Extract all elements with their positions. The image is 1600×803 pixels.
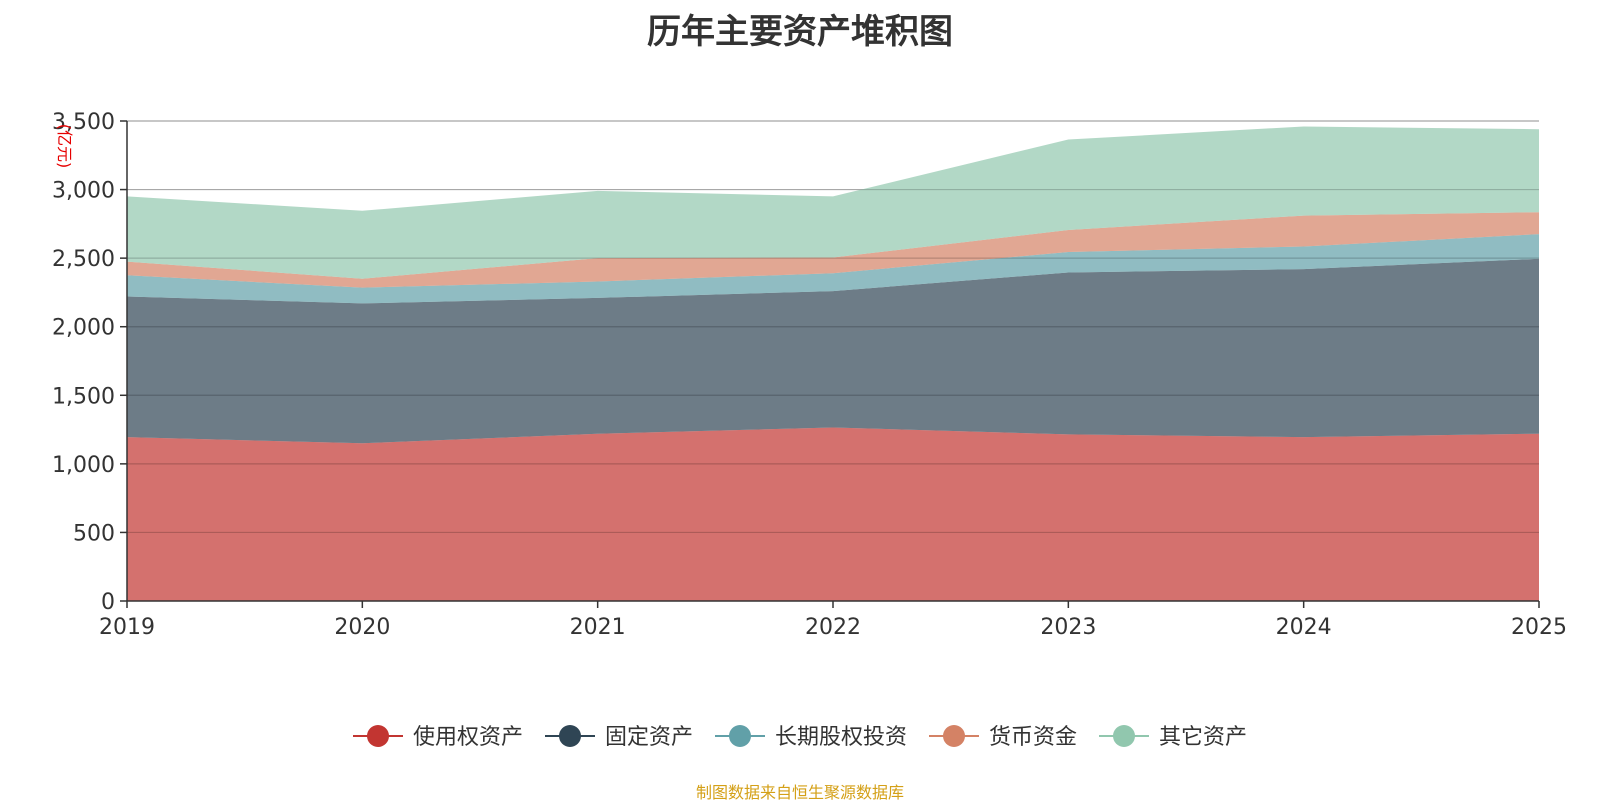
legend-label-3: 货币资金 <box>989 725 1077 750</box>
y-tick-label-0: 0 <box>101 590 115 615</box>
legend-marker-0 <box>367 725 389 747</box>
area-series-group <box>127 120 1539 602</box>
y-tick-label-7: 3,500 <box>52 110 115 135</box>
legend-label-0: 使用权资产 <box>413 725 523 750</box>
legend[interactable]: 使用权资产 固定资产 长期股权投资 货币资金 其它资产 <box>353 725 1247 750</box>
y-tick-label-1: 500 <box>73 521 115 546</box>
y-tick-label-4: 2,000 <box>52 316 115 341</box>
area-series-2[interactable] <box>127 234 1539 304</box>
y-axis-unit-label: (亿元) <box>55 124 74 169</box>
legend-item-0[interactable]: 使用权资产 <box>353 725 523 750</box>
y-tick-label-3: 1,500 <box>52 384 115 409</box>
legend-item-3[interactable]: 货币资金 <box>929 725 1077 750</box>
area-series-3[interactable] <box>127 212 1539 288</box>
legend-item-1[interactable]: 固定资产 <box>545 725 693 750</box>
area-series-0[interactable] <box>127 427 1539 602</box>
x-tick-label-1: 2020 <box>334 615 390 640</box>
legend-marker-3 <box>943 725 965 747</box>
legend-label-1: 固定资产 <box>605 725 693 750</box>
area-series-1[interactable] <box>127 258 1539 444</box>
legend-label-4: 其它资产 <box>1159 725 1247 750</box>
x-tick-label-2: 2021 <box>570 615 626 640</box>
legend-marker-1 <box>559 725 581 747</box>
x-tick-label-5: 2024 <box>1276 615 1332 640</box>
y-tick-label-2: 1,000 <box>52 453 115 478</box>
source-note: 制图数据来自恒生聚源数据库 <box>695 783 904 802</box>
area-series-4[interactable] <box>127 126 1539 279</box>
legend-marker-4 <box>1113 725 1135 747</box>
y-tick-label-5: 2,500 <box>52 247 115 272</box>
legend-item-4[interactable]: 其它资产 <box>1099 725 1247 750</box>
x-tick-label-6: 2025 <box>1511 615 1567 640</box>
chart-title: 历年主要资产堆积图 <box>647 12 953 52</box>
x-tick-label-0: 2019 <box>99 615 155 640</box>
legend-label-2: 长期股权投资 <box>775 725 907 750</box>
legend-marker-2 <box>729 725 751 747</box>
x-tick-label-3: 2022 <box>805 615 861 640</box>
axes: 0 500 1,000 1,500 2,000 2,500 3,000 3,500 2019 20… <box>52 110 1567 640</box>
y-tick-label-6: 3,000 <box>52 179 115 204</box>
legend-item-2[interactable]: 长期股权投资 <box>715 725 907 750</box>
x-tick-label-4: 2023 <box>1040 615 1096 640</box>
